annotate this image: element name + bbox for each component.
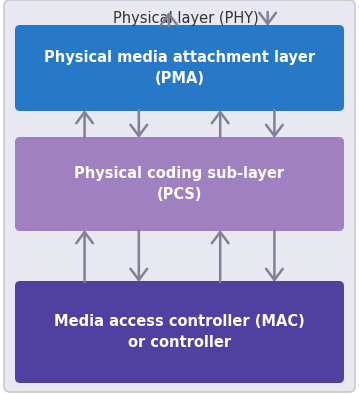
- Text: Media access controller (MAC)
or controller: Media access controller (MAC) or control…: [54, 314, 305, 350]
- Text: Physical layer (PHY): Physical layer (PHY): [113, 11, 259, 26]
- FancyBboxPatch shape: [15, 25, 344, 111]
- FancyBboxPatch shape: [4, 0, 355, 392]
- FancyBboxPatch shape: [15, 137, 344, 231]
- Text: Physical coding sub-layer
(PCS): Physical coding sub-layer (PCS): [74, 166, 285, 202]
- Text: Physical media attachment layer
(PMA): Physical media attachment layer (PMA): [44, 50, 315, 86]
- FancyBboxPatch shape: [15, 281, 344, 383]
